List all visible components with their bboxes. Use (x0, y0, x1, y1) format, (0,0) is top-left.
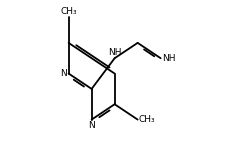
Text: NH: NH (161, 54, 175, 63)
Text: NH: NH (107, 48, 121, 57)
Text: CH₃: CH₃ (138, 115, 155, 124)
Text: N: N (88, 121, 95, 130)
Text: N: N (60, 69, 67, 78)
Text: CH₃: CH₃ (60, 7, 76, 16)
